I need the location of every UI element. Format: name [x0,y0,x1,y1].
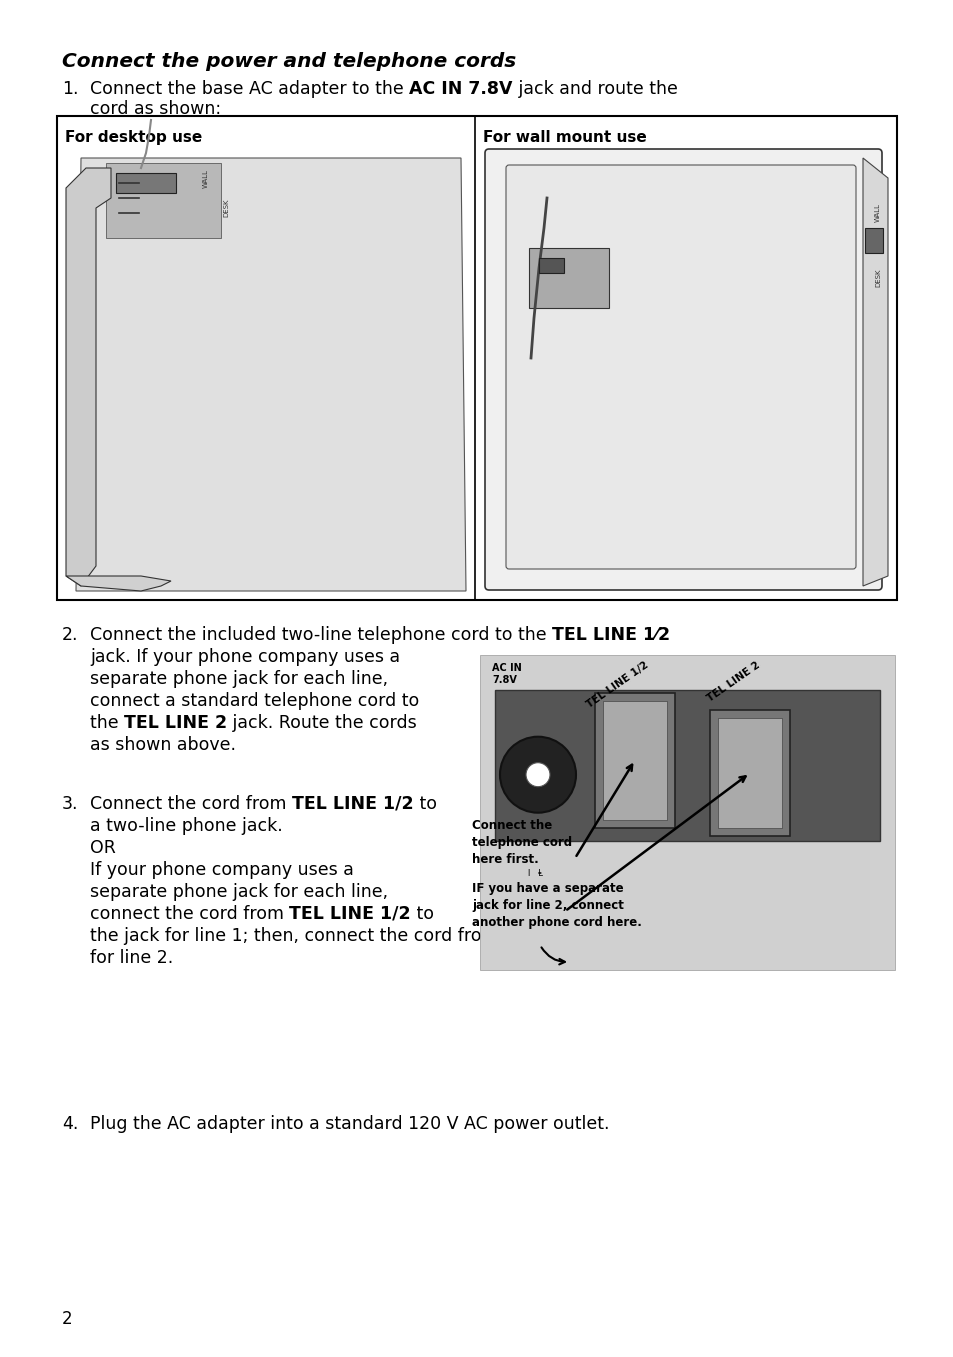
Bar [529,248,608,308]
Bar [602,702,666,821]
Text: AC IN
7.8V: AC IN 7.8V [492,664,521,684]
Polygon shape [862,157,887,586]
Text: Connect the base AC adapter to the: Connect the base AC adapter to the [90,80,409,98]
Text: WALL: WALL [203,168,209,187]
Text: OR: OR [90,839,115,858]
Text: Plug the AC adapter into a standard 120 V AC power outlet.: Plug the AC adapter into a standard 120 … [90,1115,609,1133]
Polygon shape [106,163,221,237]
Text: TEL LINE 2: TEL LINE 2 [503,927,606,944]
Text: separate phone jack for each line,: separate phone jack for each line, [90,883,388,901]
Text: 3.: 3. [62,795,78,813]
Text: jack. If your phone company uses a: jack. If your phone company uses a [90,649,399,666]
FancyBboxPatch shape [505,166,855,569]
Text: IF you have a separate
jack for line 2, connect
another phone cord here.: IF you have a separate jack for line 2, … [472,882,641,928]
Text: For wall mount use: For wall mount use [482,130,646,145]
Text: TEL LINE 1/2: TEL LINE 1/2 [584,660,650,710]
Text: cord as shown:: cord as shown: [90,100,221,118]
Text: AC IN 7.8V: AC IN 7.8V [409,80,512,98]
Bar [864,228,882,252]
Bar [595,693,675,829]
Text: to: to [414,795,436,813]
Text: to: to [411,905,434,923]
Text: the: the [90,714,124,731]
Text: TEL LINE 1/2: TEL LINE 1/2 [292,795,414,813]
Bar [538,258,563,273]
Text: 1.: 1. [62,80,78,98]
Text: 4.: 4. [62,1115,78,1133]
Text: If your phone company uses a: If your phone company uses a [90,860,354,879]
Text: connect a standard telephone cord to: connect a standard telephone cord to [90,692,418,710]
Text: 2: 2 [62,1310,72,1329]
Text: the jack: the jack [606,927,681,944]
Text: Connect the
telephone cord
here first.: Connect the telephone cord here first. [472,818,572,866]
Text: connect the cord from: connect the cord from [90,905,289,923]
Text: as shown above.: as shown above. [90,735,235,754]
Text: a two-line phone jack.: a two-line phone jack. [90,817,282,835]
Text: For desktop use: For desktop use [65,130,202,145]
Bar [709,710,789,836]
Text: TEL LINE 1⁄2: TEL LINE 1⁄2 [552,626,670,645]
Bar [495,689,879,841]
Text: TEL LINE 2: TEL LINE 2 [124,714,227,731]
Bar [718,718,781,828]
Polygon shape [66,575,171,592]
Text: Connect the included two-line telephone cord to the: Connect the included two-line telephone … [90,626,552,645]
Polygon shape [76,157,465,592]
Text: l   Ⱡ: l Ⱡ [527,870,542,878]
Text: jack and route the: jack and route the [512,80,677,98]
Bar [116,172,175,193]
FancyBboxPatch shape [484,149,882,590]
Text: DESK: DESK [223,198,229,217]
Text: jack. Route the cords: jack. Route the cords [227,714,416,731]
Circle shape [525,763,550,787]
Text: separate phone jack for each line,: separate phone jack for each line, [90,670,388,688]
Circle shape [499,737,576,813]
Polygon shape [66,168,111,586]
Text: 2.: 2. [62,626,78,645]
Text: TEL LINE 1/2: TEL LINE 1/2 [289,905,411,923]
Text: for line 2.: for line 2. [90,949,173,968]
Text: TEL LINE 2: TEL LINE 2 [704,660,760,704]
Bar [57,115,896,600]
Bar [479,655,894,970]
Text: Connect the power and telephone cords: Connect the power and telephone cords [62,52,516,71]
Text: Connect the cord from: Connect the cord from [90,795,292,813]
Text: WALL: WALL [874,204,880,223]
Text: DESK: DESK [874,269,880,288]
Text: the jack for line 1; then, connect the cord from: the jack for line 1; then, connect the c… [90,927,503,944]
